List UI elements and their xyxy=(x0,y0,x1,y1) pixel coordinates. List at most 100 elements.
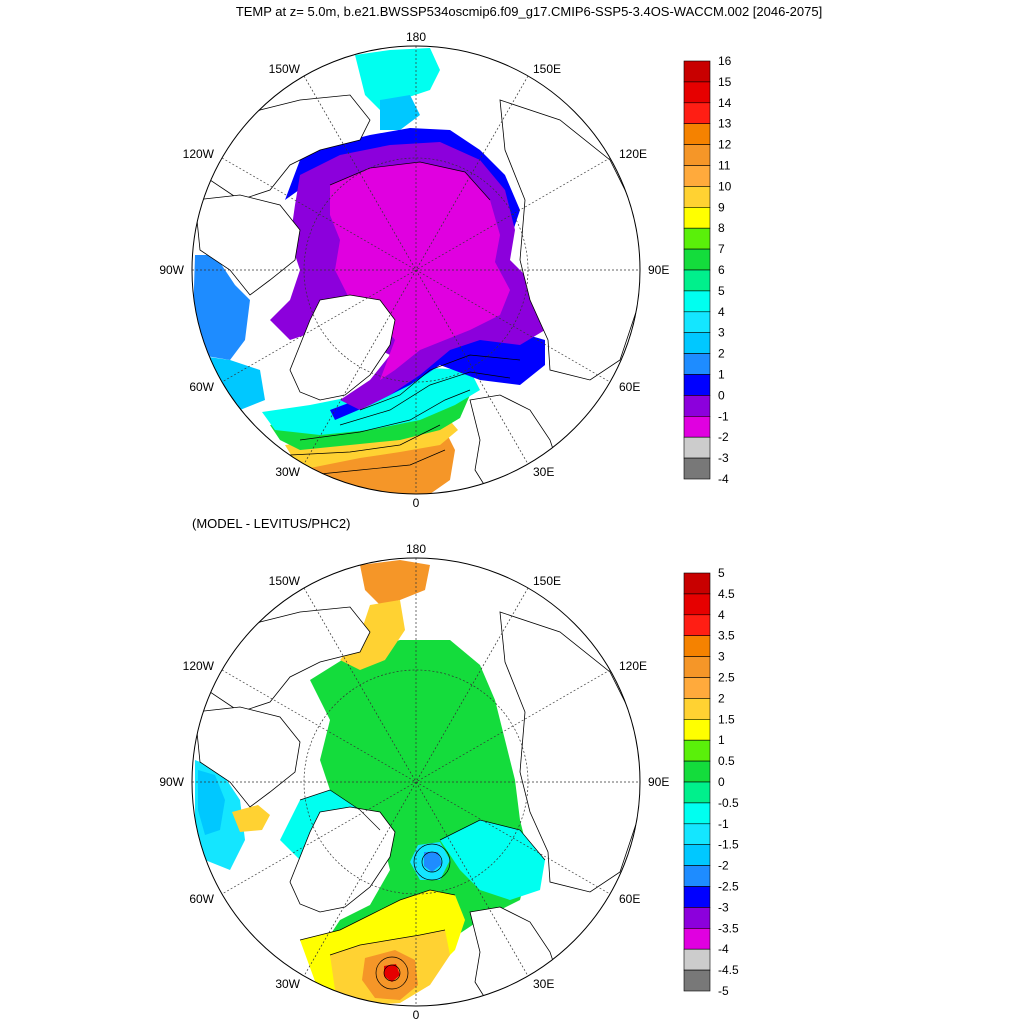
bottom-colorbar-swatch-0 xyxy=(683,572,711,595)
top-graticule xyxy=(192,46,640,494)
bottom-colorbar-swatch-3 xyxy=(683,635,711,657)
bottom-colorbar-swatch-10 xyxy=(683,781,711,804)
top-colorbar-swatch-9 xyxy=(683,248,711,271)
top-colorbar-swatch-15 xyxy=(683,374,711,396)
top-colorbar-label-4: 12 xyxy=(718,138,732,152)
bottom-lon-150w: 150W xyxy=(269,574,301,588)
bering-lightblue xyxy=(380,95,420,130)
top-colorbar-label-6: 10 xyxy=(718,179,732,193)
bottom-lon-90w: 90W xyxy=(159,775,184,789)
bottom-colorbar: 5 4.5 4 3.5 3 2.5 2 1.5 1 0.5 0 -0.5 -1 -1.5 -2 -2.5 -3 -… xyxy=(683,566,739,998)
bottom-colorbar-label-12: -1 xyxy=(718,817,729,831)
greenland-land xyxy=(289,806,396,913)
bottom-colorbar-label-9: 0.5 xyxy=(718,754,735,768)
siberia-land xyxy=(499,99,640,381)
bottom-colorbar-label-3: 3.5 xyxy=(718,629,735,643)
bottom-colorbar-swatch-1 xyxy=(683,593,711,616)
top-colorbar-label-0: 16 xyxy=(718,54,732,68)
top-lon-30w: 30W xyxy=(275,465,300,479)
central-arctic-anomaly-green xyxy=(310,640,530,990)
baffin-yellow-patch xyxy=(232,805,270,832)
top-lon-150w: 150W xyxy=(269,62,301,76)
top-colorbar-swatch-4 xyxy=(683,144,711,166)
central-arctic-cold-core xyxy=(330,162,510,380)
top-colorbar-label-18: -2 xyxy=(718,430,729,444)
bottom-colorbar-label-8: 1 xyxy=(718,733,725,747)
top-colorbar-swatch-1 xyxy=(683,81,711,104)
top-lon-120w: 120W xyxy=(183,147,215,161)
top-colorbar-label-10: 6 xyxy=(718,263,725,277)
bottom-lon-180: 180 xyxy=(406,542,426,556)
bottom-lon-90e: 90E xyxy=(648,775,669,789)
top-colorbar-label-8: 8 xyxy=(718,221,725,235)
top-colorbar-swatch-6 xyxy=(683,186,711,208)
bottom-colorbar-label-1: 4.5 xyxy=(718,587,735,601)
bottom-colorbar-swatch-19 xyxy=(683,969,711,992)
bottom-lon-150e: 150E xyxy=(533,574,561,588)
bering-cyan xyxy=(355,48,440,110)
top-colorbar-swatch-5 xyxy=(683,165,711,187)
bottom-colorbar-label-7: 1.5 xyxy=(718,712,735,726)
top-colorbar-label-12: 4 xyxy=(718,305,725,319)
bottom-colorbar-label-18: -4 xyxy=(718,942,729,956)
top-colorbar-label-15: 1 xyxy=(718,368,725,382)
top-colorbar-label-1: 15 xyxy=(718,75,732,89)
bottom-colorbar-swatch-17 xyxy=(683,927,711,950)
top-colorbar-swatch-2 xyxy=(683,102,711,125)
atlantic-red-core xyxy=(384,964,400,982)
bottom-colorbar-swatch-15 xyxy=(683,886,711,908)
labrador-midblue xyxy=(198,770,225,835)
bottom-lon-120e: 120E xyxy=(619,659,647,673)
bottom-colorbar-label-4: 3 xyxy=(718,650,725,664)
top-colorbar-label-3: 13 xyxy=(718,117,732,131)
bottom-colorbar-label-10: 0 xyxy=(718,775,725,789)
top-plot-title: TEMP at z= 5.0m, b.e21.BWSSP534oscmip6.f… xyxy=(236,4,822,19)
labrador-midblue xyxy=(193,255,250,360)
bottom-polar-map xyxy=(191,557,641,1007)
top-colorbar-swatch-16 xyxy=(683,395,711,417)
top-polar-map xyxy=(191,45,641,495)
bottom-colorbar-swatch-7 xyxy=(683,718,711,741)
top-lon-90w: 90W xyxy=(159,263,184,277)
top-colorbar-label-19: -3 xyxy=(718,451,729,465)
top-lon-labels: 180 150E 120E 90E 60E 30E 0 30W 60W 90W … xyxy=(159,30,669,510)
bottom-lon-60w: 60W xyxy=(189,892,214,906)
bottom-colorbar-swatch-8 xyxy=(683,739,711,762)
bottom-lon-60e: 60E xyxy=(619,892,640,906)
top-colorbar-label-11: 5 xyxy=(718,284,725,298)
top-colorbar-swatch-10 xyxy=(683,269,711,292)
top-colorbar-swatch-8 xyxy=(683,227,711,250)
bottom-colorbar-swatch-13 xyxy=(683,844,711,866)
top-lon-0: 0 xyxy=(413,496,420,510)
barents-cyan xyxy=(440,820,545,900)
top-contours xyxy=(289,161,521,476)
siberia-land xyxy=(499,611,640,893)
top-lon-60e: 60E xyxy=(619,380,640,394)
top-colorbar-swatch-19 xyxy=(683,457,711,480)
bottom-colorbar-label-14: -2 xyxy=(718,859,729,873)
bottom-colorbar-swatch-16 xyxy=(683,907,711,929)
top-colorbar-label-2: 14 xyxy=(718,96,732,110)
bottom-colorbar-swatch-5 xyxy=(683,677,711,699)
bottom-colorbar-label-2: 4 xyxy=(718,608,725,622)
top-lon-30e: 30E xyxy=(533,465,554,479)
bottom-colorbar-label-15: -2.5 xyxy=(718,880,739,894)
bottom-colorbar-label-13: -1.5 xyxy=(718,838,739,852)
bottom-colorbar-label-6: 2 xyxy=(718,691,725,705)
bottom-colorbar-label-17: -3.5 xyxy=(718,921,739,935)
top-colorbar-label-17: -1 xyxy=(718,409,729,423)
bottom-colorbar-swatch-12 xyxy=(683,823,711,845)
top-colorbar-swatch-18 xyxy=(683,436,711,459)
top-lon-60w: 60W xyxy=(189,380,214,394)
top-colorbar-label-7: 9 xyxy=(718,200,725,214)
top-lon-150e: 150E xyxy=(533,62,561,76)
bottom-colorbar-swatch-9 xyxy=(683,760,711,783)
top-lon-120e: 120E xyxy=(619,147,647,161)
bottom-colorbar-swatch-18 xyxy=(683,948,711,971)
bottom-colorbar-label-19: -4.5 xyxy=(718,963,739,977)
top-colorbar-label-9: 7 xyxy=(718,242,725,256)
bottom-colorbar-label-0: 5 xyxy=(718,566,725,580)
bottom-lon-labels: 180 150E 120E 90E 60E 30E 0 30W 60W 90W … xyxy=(159,542,669,1022)
bottom-colorbar-swatch-2 xyxy=(683,614,711,636)
